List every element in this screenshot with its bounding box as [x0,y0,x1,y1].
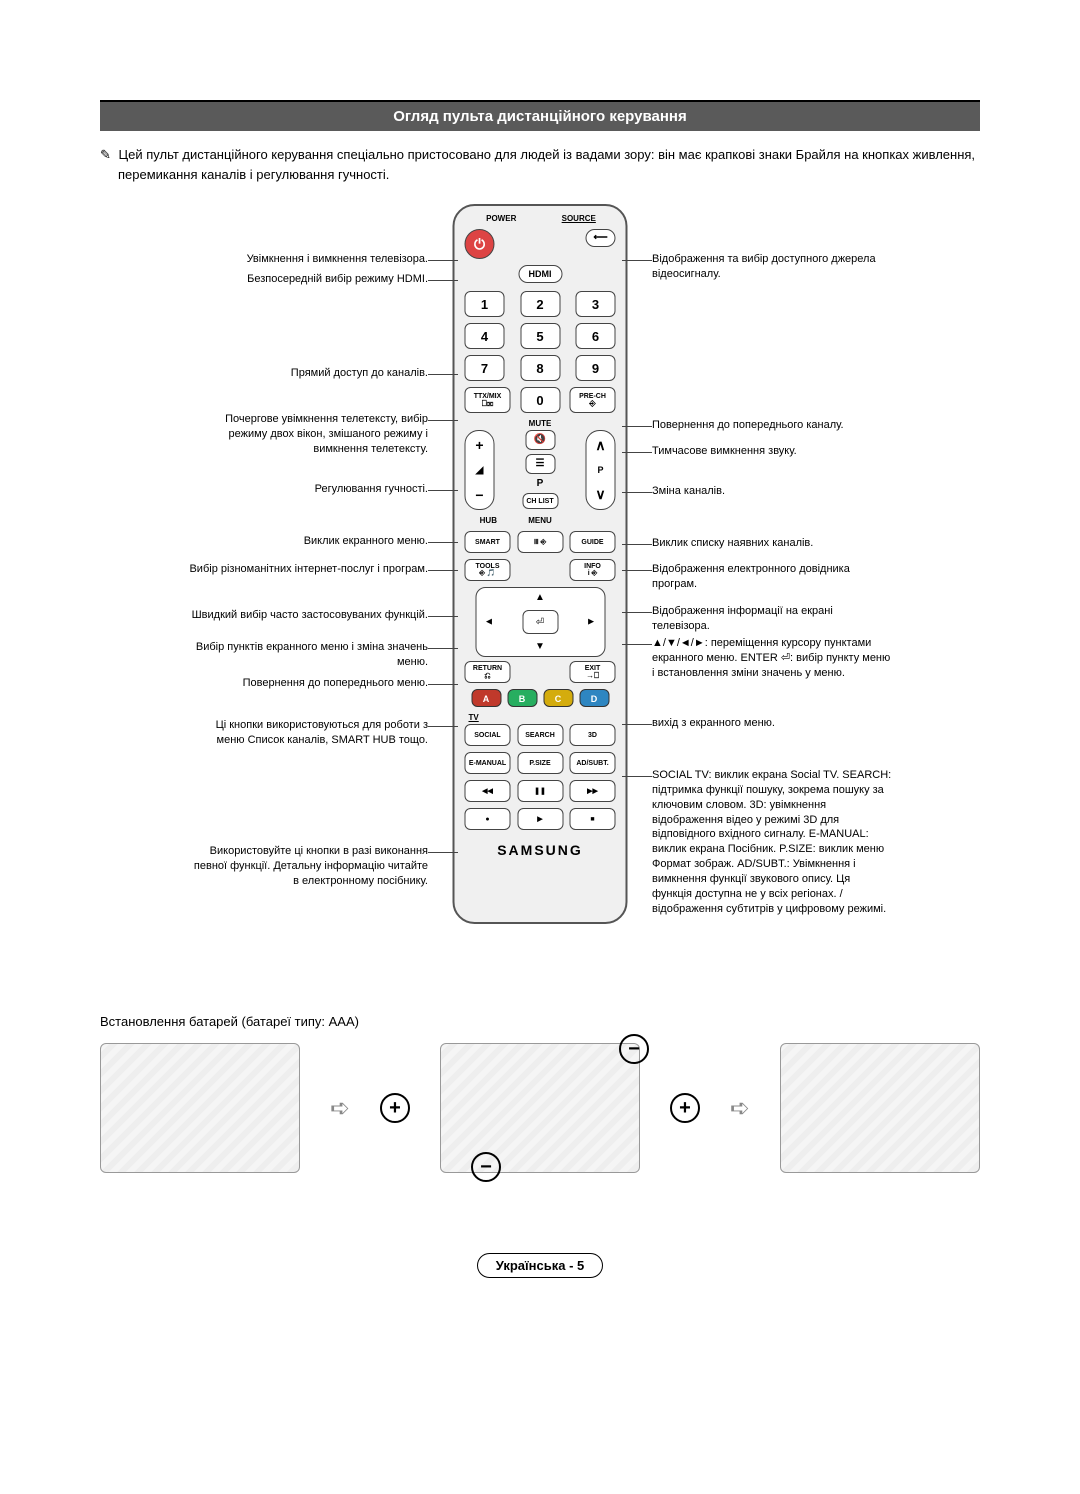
ffwd-button[interactable]: ▶▶ [570,780,616,802]
hdmi-button[interactable]: HDMI [518,265,562,283]
num-0[interactable]: 0 [520,387,560,413]
info-button[interactable]: INFOi ⎆ [570,559,616,581]
power-button[interactable]: ⏻ [465,229,495,259]
social-button[interactable]: SOCIAL [465,724,511,746]
menu-mid-button[interactable]: ☰ [525,454,555,474]
dpad[interactable]: ▲ ▼ ◄ ► ⏎ [475,587,605,657]
num-7[interactable]: 7 [465,355,505,381]
polarity-minus: − [619,1034,649,1064]
callout-right-6: Відображення інформації на екрані телеві… [652,604,892,634]
samsung-logo: SAMSUNG [465,842,616,858]
dpad-down[interactable]: ▼ [535,641,545,652]
page-number: Українська - 5 [477,1253,604,1278]
callout-left-0: Увімкнення і вимкнення телевізора. [247,252,428,267]
step-arrow-icon: ➪ [330,1094,350,1123]
search-button[interactable]: SEARCH [517,724,563,746]
callout-right-9: SOCIAL TV: виклик екрана Social TV. SEAR… [652,768,892,916]
polarity-plus: + [380,1093,410,1123]
color-b[interactable]: B [507,689,537,707]
chlist-button[interactable]: CH LIST [522,493,558,509]
source-button[interactable]: ⟵ [586,229,616,247]
battery-step-2: − − [440,1043,640,1173]
menu-label: MENU [516,516,564,525]
guide-button[interactable]: GUIDE [570,531,616,553]
callout-left-9: Повернення до попереднього меню. [243,676,428,691]
num-5[interactable]: 5 [520,323,560,349]
callout-right-0: Відображення та вибір доступного джерела… [652,252,892,282]
rec-button[interactable]: ● [465,808,511,830]
channel-rocker[interactable]: ∧ P ∨ [586,430,616,510]
num-4[interactable]: 4 [465,323,505,349]
callout-right-1: Повернення до попереднього каналу. [652,418,844,433]
exit-button[interactable]: EXIT→⎕ [570,661,616,683]
enter-button[interactable]: ⏎ [522,610,558,634]
tools-button[interactable]: TOOLS⎆ 🎵 [465,559,511,581]
tv-label: TV [469,713,616,722]
ttx-button[interactable]: TTX/MIX⎕⌧ [465,387,511,413]
callout-right-3: Зміна каналів. [652,484,725,499]
polarity-minus-2: − [471,1152,501,1182]
power-label: POWER [465,214,539,223]
callout-left-10: Ці кнопки використовуються для роботи з … [188,718,428,748]
dpad-up[interactable]: ▲ [535,592,545,603]
dpad-right[interactable]: ► [586,617,596,628]
callout-left-7: Швидкий вибір часто застосовуваних функц… [192,608,428,623]
rewind-button[interactable]: ◀◀ [465,780,511,802]
callout-right-4: Виклик списку наявних каналів. [652,536,813,551]
callout-right-8: вихід з екранного меню. [652,716,775,731]
source-label: SOURCE [542,214,616,223]
return-button[interactable]: RETURN⎌ [465,661,511,683]
prech-button[interactable]: PRE-CH⎆ [570,387,616,413]
callout-left-2: Прямий доступ до каналів. [291,366,428,381]
smart-button[interactable]: SMART [465,531,511,553]
step-arrow-icon-2: ➪ [730,1094,750,1123]
mute-label: MUTE [465,419,616,428]
p-label: P [537,478,544,489]
battery-steps: ➪ + − − + ➪ [100,1043,980,1173]
callout-left-1: Безпосередній вибір режиму HDMI. [247,272,428,287]
accessibility-note: ✎ Цей пульт дистанційного керування спец… [100,145,980,184]
emanual-button[interactable]: E-MANUAL [465,752,511,774]
num-1[interactable]: 1 [465,291,505,317]
section-title: Огляд пульта дистанційного керування [100,100,980,131]
callout-left-6: Вибір різноманітних інтернет-послуг і пр… [189,562,428,577]
callout-right-5: Відображення електронного довідника прог… [652,562,892,592]
hub-label: HUB [465,516,513,525]
page-footer: Українська - 5 [100,1253,980,1278]
callout-left-8: Вибір пунктів екранного меню і зміна зна… [188,640,428,670]
battery-title: Встановлення батарей (батареї типу: AAA) [100,1014,980,1029]
color-d[interactable]: D [579,689,609,707]
callout-right-7: ▲/▼/◄/►: переміщення курсору пунктами ек… [652,636,892,681]
callout-left-11: Використовуйте ці кнопки в разі виконанн… [188,844,428,889]
stop-button[interactable]: ■ [570,808,616,830]
menu-button[interactable]: Ⅲ ⎆ [517,531,563,553]
color-c[interactable]: C [543,689,573,707]
color-a[interactable]: A [471,689,501,707]
num-8[interactable]: 8 [520,355,560,381]
callout-left-5: Виклик екранного меню. [304,534,428,549]
remote-diagram: POWER SOURCE ⏻ ⟵ HDMI 123 456 789 TTX/MI… [100,204,980,984]
adsubt-button[interactable]: AD/SUBT. [570,752,616,774]
dpad-left[interactable]: ◄ [484,617,494,628]
note-icon: ✎ [100,145,111,165]
mute-button[interactable]: 🔇 [525,430,555,450]
polarity-plus-2: + [670,1093,700,1123]
play-button[interactable]: ▶ [517,808,563,830]
3d-button[interactable]: 3D [570,724,616,746]
callout-right-2: Тимчасове вимкнення звуку. [652,444,797,459]
num-6[interactable]: 6 [576,323,616,349]
callout-left-4: Регулювання гучності. [315,482,428,497]
psize-button[interactable]: P.SIZE [517,752,563,774]
battery-step-3 [780,1043,980,1173]
num-3[interactable]: 3 [576,291,616,317]
callout-left-3: Почергове увімкнення телетексту, вибір р… [188,412,428,457]
num-9[interactable]: 9 [576,355,616,381]
volume-rocker[interactable]: + ◢ − [465,430,495,510]
pause-button[interactable]: ❚❚ [517,780,563,802]
battery-step-1 [100,1043,300,1173]
note-text: Цей пульт дистанційного керування спеціа… [118,147,975,182]
num-2[interactable]: 2 [520,291,560,317]
remote-body: POWER SOURCE ⏻ ⟵ HDMI 123 456 789 TTX/MI… [453,204,628,924]
